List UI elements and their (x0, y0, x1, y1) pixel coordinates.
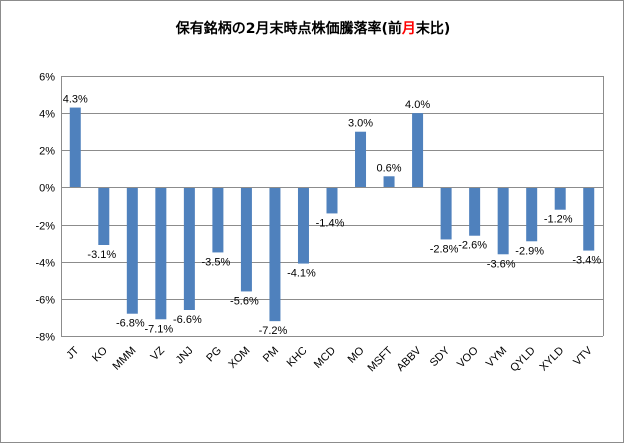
data-label: -4.1% (287, 268, 316, 280)
bar-jt (69, 107, 81, 188)
y-tick-label: 0% (39, 183, 55, 195)
category-label: KHC (285, 345, 310, 370)
data-label: -7.2% (259, 325, 288, 337)
bar-ko (98, 187, 110, 245)
chart-title-part-1: 保有銘柄の2月末時点株価騰落率(前 (175, 20, 402, 37)
bar-qyld (526, 187, 538, 242)
y-tick-label: 2% (39, 146, 55, 158)
data-label: -1.4% (316, 217, 345, 229)
bar-khc (297, 187, 309, 264)
data-label: -3.4% (572, 255, 601, 267)
data-label: -3.5% (202, 256, 231, 268)
bar-vz (155, 187, 167, 320)
chart-title-part-3: 末比) (416, 20, 450, 37)
bar-mcd (326, 187, 338, 214)
data-label: 4.3% (63, 94, 88, 106)
data-label: 0.6% (377, 162, 402, 174)
category-label: QYLD (508, 345, 538, 375)
bar-vtv (583, 187, 595, 251)
chart-title: 保有銘柄の2月末時点株価騰落率(前月末比) (175, 20, 451, 37)
data-label: 3.0% (348, 118, 373, 130)
category-label: MCD (312, 345, 338, 371)
category-label: XOM (226, 345, 252, 371)
bar-xyld (554, 187, 566, 210)
bar-sdy (440, 187, 452, 240)
chart-title-accent: 月 (401, 21, 416, 37)
bar-xom (240, 187, 252, 292)
category-label: JT (64, 344, 81, 361)
data-label: -6.6% (173, 314, 202, 326)
y-tick-label: -2% (35, 221, 55, 233)
category-label: KO (90, 344, 110, 364)
category-label: ABBV (394, 344, 424, 374)
data-label: 4.0% (405, 99, 430, 111)
category-label: PG (204, 345, 224, 365)
category-label: JNJ (174, 345, 196, 367)
data-label: -2.8% (430, 243, 459, 255)
y-tick-label: -8% (35, 332, 55, 344)
bar-msft (383, 176, 395, 188)
bar-abbv (412, 113, 424, 188)
y-axis-ticks: 6% 4% 2% 0% -2% -4% -6% -8% (35, 72, 55, 344)
data-label: -1.2% (544, 214, 573, 226)
bar-mo (355, 131, 367, 188)
category-label: XYLD (538, 345, 567, 374)
bar-mmm (126, 187, 138, 314)
bars (69, 107, 595, 322)
bar-jnj (183, 187, 195, 310)
y-tick-label: 4% (39, 109, 55, 121)
category-label: SDY (428, 344, 453, 369)
data-label: -3.1% (87, 249, 116, 261)
data-label: -5.6% (230, 295, 259, 307)
y-tick-label: -4% (35, 258, 55, 270)
bar-pm (269, 187, 281, 322)
category-label: VYM (484, 345, 509, 370)
data-label: -2.9% (515, 245, 544, 257)
data-label: -3.6% (487, 258, 516, 270)
category-label: VTV (571, 344, 595, 368)
y-tick-label: -6% (35, 295, 55, 307)
category-label: PM (261, 345, 281, 365)
category-label: VOO (455, 344, 481, 370)
category-label: VZ (149, 344, 168, 363)
bar-pg (212, 187, 224, 253)
data-labels: 4.3% -3.1% -6.8% -7.1%-6.6% -3.5% -5.6% -7.2% -… (63, 94, 602, 338)
category-label: MSFT (366, 344, 396, 374)
data-label: -7.1% (144, 323, 173, 335)
data-label: -6.8% (116, 318, 145, 330)
category-label: MO (346, 344, 367, 365)
category-label: MMM (111, 345, 139, 373)
data-label: -2.6% (458, 240, 487, 252)
bar-voo (469, 187, 481, 236)
y-tick-label: 6% (39, 72, 55, 84)
bar-vym (497, 187, 509, 255)
